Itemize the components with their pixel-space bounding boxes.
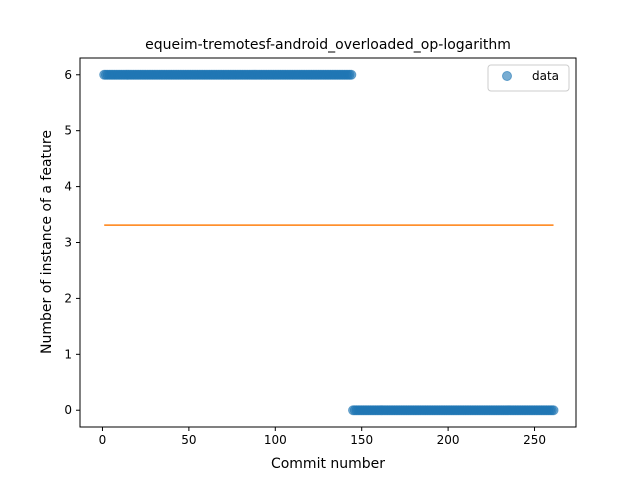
x-axis-label: Commit number — [271, 456, 385, 472]
y-tick-label: 0 — [64, 403, 72, 417]
y-tick-label: 2 — [64, 291, 72, 305]
legend-marker-data — [502, 71, 512, 81]
data-point — [346, 69, 357, 80]
y-tick-label: 5 — [64, 124, 72, 138]
y-tick-label: 3 — [64, 236, 72, 250]
x-tick-label: 150 — [350, 433, 373, 447]
legend-label-data: data — [532, 69, 559, 83]
x-axis: 0 50 100 150 200 250 — [99, 427, 546, 447]
y-axis: 0 1 2 3 4 5 6 — [64, 68, 80, 417]
x-tick-label: 0 — [99, 433, 107, 447]
legend: data — [487, 64, 570, 92]
x-tick-label: 200 — [437, 433, 460, 447]
x-tick-label: 50 — [181, 433, 196, 447]
y-tick-label: 6 — [64, 68, 72, 82]
x-tick-label: 250 — [523, 433, 546, 447]
plot-area — [99, 69, 559, 416]
y-tick-label: 4 — [64, 180, 72, 194]
y-axis-label: Number of instance of a feature — [39, 130, 55, 354]
chart-title: equeim-tremotesf-android_overloaded_op-l… — [145, 37, 511, 53]
x-tick-label: 100 — [264, 433, 287, 447]
y-tick-label: 1 — [64, 347, 72, 361]
data-point — [548, 405, 559, 416]
